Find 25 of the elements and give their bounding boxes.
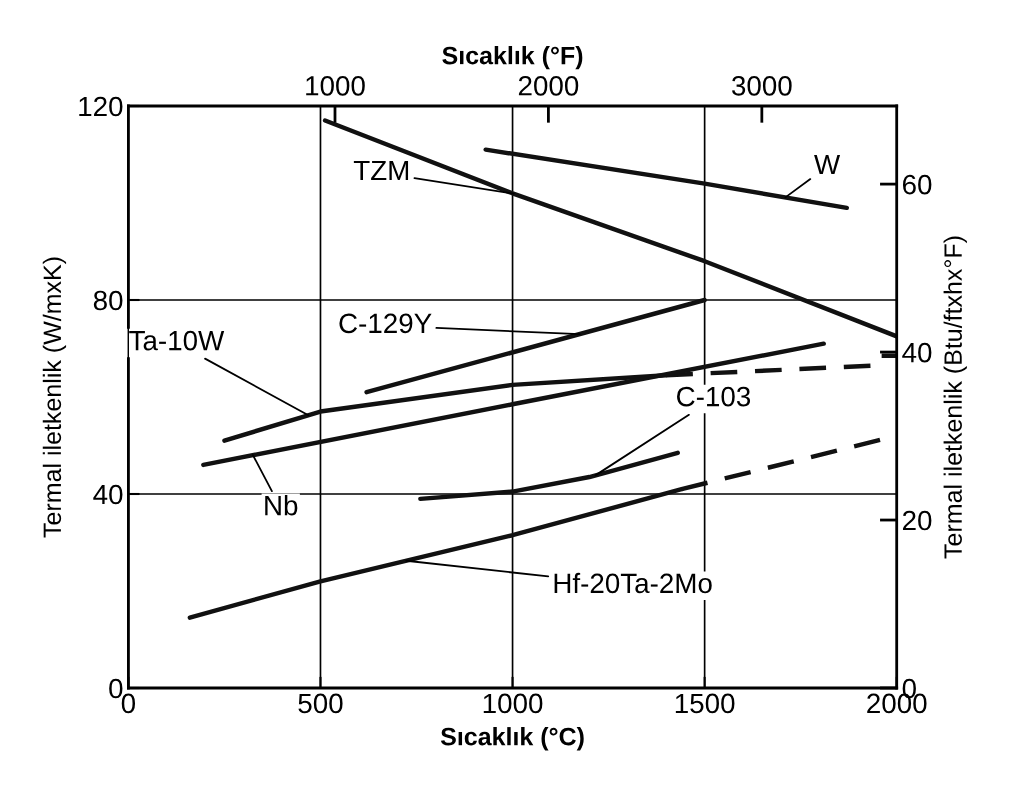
text: Ta-10W [129,330,225,351]
series-label: Hf-20Ta-2Mo [554,572,712,594]
series-label: W [814,154,841,174]
y2-tick-label: 60 [902,174,932,195]
y-axis-title: Termal iletkenlik (W/mxK) [42,257,67,538]
x-tick-label: 0 [121,693,136,714]
x2-tick-label: 1000 [306,75,365,96]
x-tick-label: 1000 [483,693,543,714]
series-label: TZM [353,160,409,181]
x2-tick-label: 3000 [732,75,792,96]
y2-tick-label: 20 [902,510,932,531]
x2-tick-label: 2000 [518,75,579,96]
x-tick-label: 1500 [675,693,735,714]
series-label: C-103 [677,386,751,407]
y2-axis-title: Termal iletkenlik (Btu/ftxhx°F) [943,236,967,559]
y-tick-label: 0 [109,678,123,699]
x-axis-title: Sıcaklık (°C) [440,727,584,751]
series-label: C-129Y [339,313,432,334]
y2-tick-label: 40 [902,342,932,363]
y-tick-label: 80 [93,290,123,311]
x2-axis-title: Sıcaklık (°F) [442,46,583,70]
y-tick-label: 40 [93,484,123,505]
series-label: Nb [265,495,298,516]
y-tick-label: 120 [79,96,123,117]
x-tick-label: 500 [298,693,343,714]
